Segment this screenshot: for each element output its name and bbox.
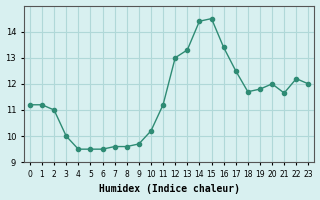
- X-axis label: Humidex (Indice chaleur): Humidex (Indice chaleur): [99, 184, 240, 194]
